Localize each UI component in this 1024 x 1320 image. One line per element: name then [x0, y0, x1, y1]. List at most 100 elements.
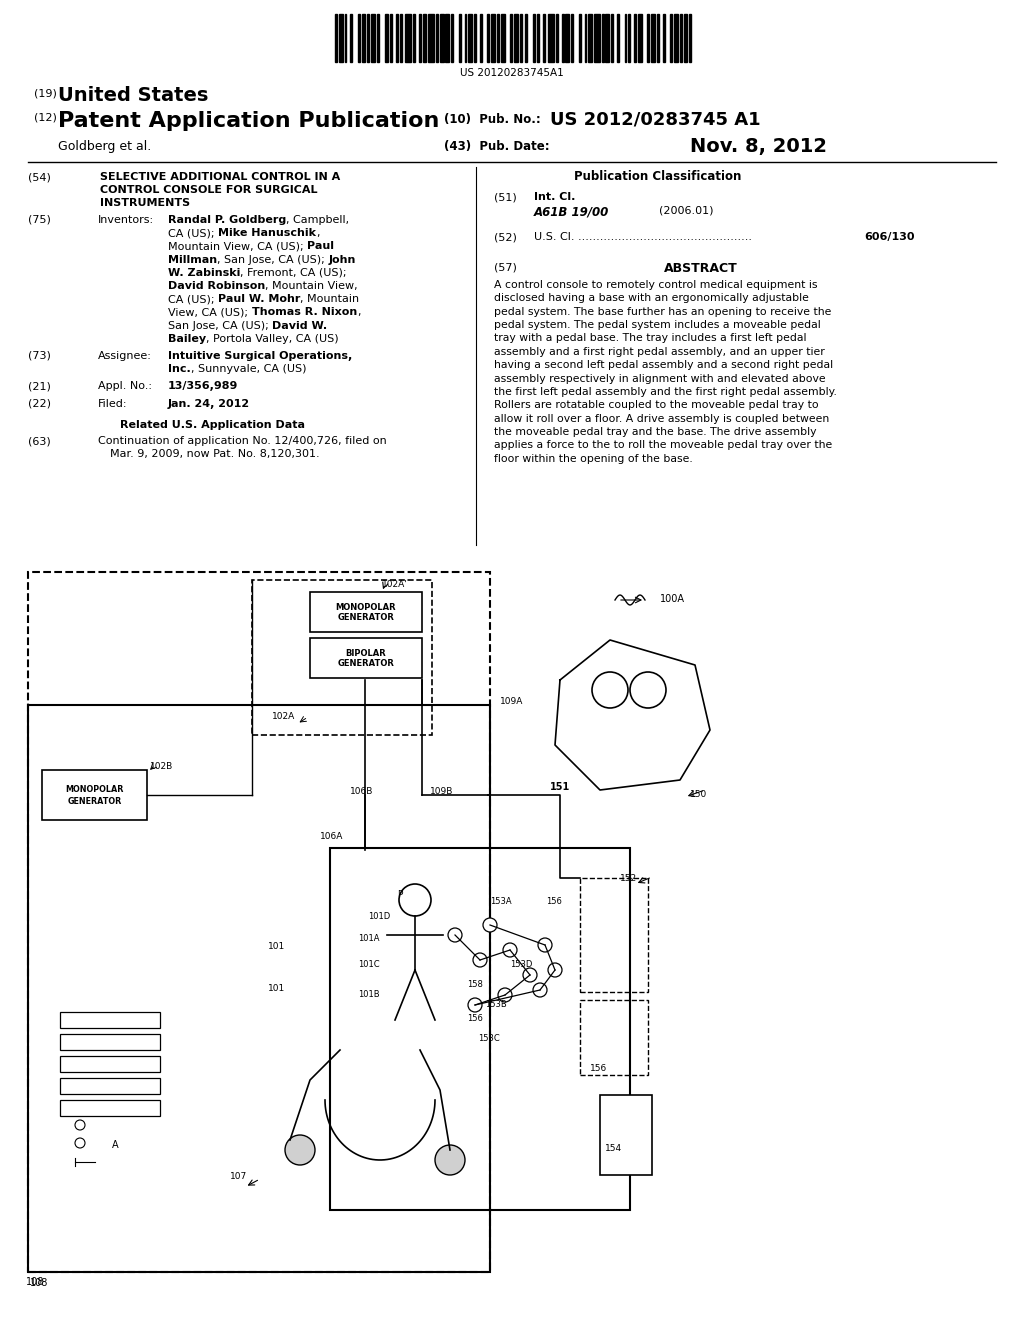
Text: 101C: 101C — [358, 960, 380, 969]
Circle shape — [435, 1144, 465, 1175]
Circle shape — [285, 1135, 315, 1166]
Text: San Jose, CA (US);: San Jose, CA (US); — [168, 321, 272, 330]
Bar — [634, 15, 636, 62]
Text: MONOPOLAR: MONOPOLAR — [66, 784, 124, 793]
Text: (52): (52) — [494, 232, 517, 242]
Text: Mountain View, CA (US);: Mountain View, CA (US); — [168, 242, 307, 251]
Text: 151: 151 — [550, 781, 570, 792]
Bar — [361, 15, 366, 62]
Bar — [611, 15, 613, 62]
Text: Mar. 9, 2009, now Pat. No. 8,120,301.: Mar. 9, 2009, now Pat. No. 8,120,301. — [110, 449, 319, 459]
Text: BIPOLAR: BIPOLAR — [346, 648, 386, 657]
Bar — [684, 15, 687, 62]
Bar — [344, 15, 346, 62]
Text: INSTRUMENTS: INSTRUMENTS — [100, 198, 190, 209]
Bar — [671, 15, 672, 62]
Bar — [60, 1056, 160, 1072]
Text: Millman: Millman — [168, 255, 217, 264]
Text: Paul W. Mohr: Paul W. Mohr — [218, 294, 300, 304]
Text: 101D: 101D — [368, 912, 390, 921]
Bar — [579, 15, 581, 62]
Circle shape — [473, 953, 487, 968]
Text: SELECTIVE ADDITIONAL CONTROL IN A: SELECTIVE ADDITIONAL CONTROL IN A — [100, 172, 340, 182]
Text: Appl. No.:: Appl. No.: — [98, 381, 152, 392]
Circle shape — [538, 939, 552, 952]
Text: 109B: 109B — [430, 787, 454, 796]
Text: 101B: 101B — [358, 990, 380, 999]
Text: , Sunnyvale, CA (US): , Sunnyvale, CA (US) — [190, 364, 306, 374]
Circle shape — [534, 983, 547, 997]
Bar — [474, 15, 476, 62]
Bar — [439, 15, 443, 62]
Text: , Mountain: , Mountain — [300, 294, 359, 304]
Bar — [396, 15, 398, 62]
Text: CA (US);: CA (US); — [168, 294, 218, 304]
Text: 153A: 153A — [490, 898, 512, 906]
Text: Continuation of application No. 12/400,726, filed on: Continuation of application No. 12/400,7… — [98, 436, 387, 446]
Circle shape — [523, 968, 537, 982]
Text: Patent Application Publication: Patent Application Publication — [58, 111, 439, 131]
Text: 154: 154 — [605, 1144, 623, 1152]
Bar — [60, 1078, 160, 1094]
Bar — [310, 638, 422, 678]
Bar — [371, 15, 375, 62]
Text: , Mountain View,: , Mountain View, — [265, 281, 357, 290]
Text: 101: 101 — [268, 983, 286, 993]
Text: , Portola Valley, CA (US): , Portola Valley, CA (US) — [206, 334, 339, 343]
Bar — [428, 15, 434, 62]
Text: , Campbell,: , Campbell, — [287, 215, 349, 224]
Bar — [465, 15, 466, 62]
Text: 106B: 106B — [350, 787, 374, 796]
Bar — [335, 15, 337, 62]
Text: ABSTRACT: ABSTRACT — [664, 261, 737, 275]
Text: 107: 107 — [230, 1172, 247, 1181]
Bar — [487, 15, 489, 62]
Text: (75): (75) — [28, 215, 51, 224]
Text: (2006.01): (2006.01) — [659, 205, 714, 215]
Bar — [629, 15, 630, 62]
Bar — [571, 15, 573, 62]
Text: GENERATOR: GENERATOR — [338, 612, 394, 622]
Text: 153D: 153D — [510, 960, 532, 969]
Bar — [594, 15, 600, 62]
Bar — [436, 15, 438, 62]
Bar — [28, 572, 490, 1272]
Text: 13/356,989: 13/356,989 — [168, 381, 239, 392]
Text: GENERATOR: GENERATOR — [338, 659, 394, 668]
Circle shape — [483, 917, 497, 932]
Bar — [548, 15, 554, 62]
Text: US 20120283745A1: US 20120283745A1 — [460, 69, 564, 78]
Bar — [310, 591, 422, 632]
Text: A: A — [112, 1140, 119, 1150]
Bar — [492, 15, 495, 62]
Text: (51): (51) — [494, 191, 517, 202]
Text: Randal P. Goldberg: Randal P. Goldberg — [168, 215, 287, 224]
Text: 156: 156 — [467, 1014, 483, 1023]
Text: Thomas R. Nixon: Thomas R. Nixon — [252, 308, 356, 317]
Text: David Robinson: David Robinson — [168, 281, 265, 290]
Text: 101: 101 — [268, 942, 286, 950]
Text: A control console to remotely control medical equipment is
disclosed having a ba: A control console to remotely control me… — [494, 280, 837, 463]
Bar — [60, 1012, 160, 1028]
Text: Nov. 8, 2012: Nov. 8, 2012 — [690, 137, 827, 156]
Circle shape — [449, 928, 462, 942]
Bar — [556, 15, 558, 62]
Text: (12): (12) — [34, 114, 57, 123]
Bar — [452, 15, 453, 62]
Text: 106A: 106A — [319, 832, 343, 841]
Text: 152: 152 — [620, 874, 637, 883]
Bar — [663, 15, 665, 62]
Text: (21): (21) — [28, 381, 51, 392]
Bar — [468, 15, 472, 62]
Bar — [680, 15, 682, 62]
Text: 606/130: 606/130 — [864, 232, 914, 242]
Text: 102A: 102A — [271, 711, 295, 721]
Text: (73): (73) — [28, 351, 51, 360]
Bar — [60, 1100, 160, 1115]
Text: 153B: 153B — [485, 1001, 507, 1008]
Text: P: P — [397, 890, 402, 899]
Bar — [60, 1034, 160, 1049]
Bar — [480, 15, 481, 62]
Bar — [413, 15, 415, 62]
Text: 108: 108 — [26, 1276, 44, 1287]
